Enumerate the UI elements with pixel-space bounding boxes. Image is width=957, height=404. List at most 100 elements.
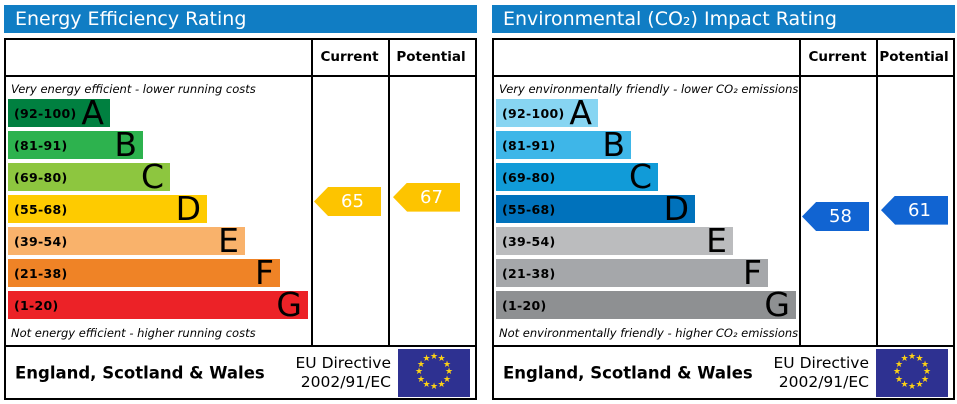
flag-star-icon: ★ xyxy=(915,379,924,390)
eu-directive-label: EU Directive 2002/91/EC xyxy=(774,354,870,392)
potential-column-header: Potential xyxy=(879,49,949,65)
flag-star-icon: ★ xyxy=(422,379,431,390)
band-range-label: (21-38) xyxy=(502,266,556,281)
footer-divider xyxy=(494,345,953,347)
flag-star-icon: ★ xyxy=(437,379,446,390)
band-a: (92-100) A xyxy=(8,96,110,129)
current-rating-arrow: 58 xyxy=(802,202,869,232)
band-range-label: (69-80) xyxy=(502,170,556,185)
band-c: (69-80) C xyxy=(496,156,658,196)
panel-title: Energy Efficiency Rating xyxy=(4,5,477,33)
potential-column-divider xyxy=(876,40,878,345)
rating-value: 65 xyxy=(341,190,364,212)
flag-star-icon: ★ xyxy=(442,374,452,385)
flag-star-icon: ★ xyxy=(900,354,909,364)
flag-star-icon: ★ xyxy=(894,374,904,385)
header-row-divider xyxy=(494,75,953,77)
environmental-impact-panel: Environmental (CO₂) Impact Rating Curren… xyxy=(492,5,955,400)
top-caption: Very energy efficient - lower running co… xyxy=(11,82,256,96)
flag-star-icon: ★ xyxy=(429,352,439,362)
flag-star-icon: ★ xyxy=(894,359,904,370)
eu-directive-line1: EU Directive xyxy=(295,353,392,372)
band-f: (21-38) F xyxy=(8,252,280,292)
rating-value: 58 xyxy=(829,206,852,228)
footer-divider xyxy=(6,345,475,347)
band-g: (1-20) G xyxy=(496,284,796,324)
current-column-header: Current xyxy=(320,49,379,65)
rating-value: 67 xyxy=(420,186,443,208)
flag-star-icon: ★ xyxy=(442,359,452,370)
panel-footer: England, Scotland & Wales EU Directive 2… xyxy=(6,347,475,398)
band-d: (55-68) D xyxy=(8,188,207,228)
eu-directive-line1: EU Directive xyxy=(773,353,870,372)
band-range-label: (69-80) xyxy=(14,170,68,185)
band-letter: D xyxy=(175,188,201,228)
potential-column-header: Potential xyxy=(396,49,466,65)
top-caption: Very environmentally friendly - lower CO… xyxy=(499,82,799,96)
potential-column-divider xyxy=(388,40,390,345)
band-letter: C xyxy=(140,156,164,196)
panel-footer: England, Scotland & Wales EU Directive 2… xyxy=(494,347,953,398)
eu-directive-line2: 2002/91/EC xyxy=(300,372,391,391)
band-d: (55-68) D xyxy=(496,188,695,228)
band-letter: B xyxy=(114,124,137,164)
flag-star-icon: ★ xyxy=(920,359,930,370)
band-range-label: (39-54) xyxy=(502,234,556,249)
band-range-label: (81-91) xyxy=(502,138,556,153)
band-c: (69-80) C xyxy=(8,156,170,196)
flag-star-icon: ★ xyxy=(922,367,932,377)
eu-flag-icon: ★ ★ ★ ★ ★ ★ ★ ★ ★ ★ ★ ★ xyxy=(876,348,948,397)
band-letter: A xyxy=(569,92,592,132)
flag-star-icon: ★ xyxy=(444,367,454,377)
flag-star-icon: ★ xyxy=(414,367,424,377)
region-label: England, Scotland & Wales xyxy=(503,363,753,382)
current-rating-arrow: 65 xyxy=(314,186,381,216)
band-letter: E xyxy=(706,220,727,260)
band-letter: F xyxy=(255,252,274,292)
band-g: (1-20) G xyxy=(8,284,308,324)
band-range-label: (55-68) xyxy=(502,202,556,217)
band-letter: G xyxy=(764,284,790,324)
band-e: (39-54) E xyxy=(8,220,245,260)
band-range-label: (81-91) xyxy=(14,138,68,153)
band-letter: E xyxy=(218,220,239,260)
band-f: (21-38) F xyxy=(496,256,768,289)
rating-value: 61 xyxy=(908,199,931,221)
band-range-label: (39-54) xyxy=(14,234,68,249)
rating-table-border xyxy=(492,38,955,400)
flag-star-icon: ★ xyxy=(915,354,924,364)
band-range-label: (1-20) xyxy=(502,298,547,313)
current-column-divider xyxy=(311,40,313,345)
flag-star-icon: ★ xyxy=(422,354,431,364)
current-column-header: Current xyxy=(808,49,867,65)
current-column-divider xyxy=(799,40,801,345)
flag-star-icon: ★ xyxy=(900,379,909,390)
rating-bands: (92-100) A (81-91) B (69-80) C (55-68) D (39-54)… xyxy=(8,96,310,324)
band-e: (39-54) E xyxy=(496,220,733,260)
potential-rating-arrow: 61 xyxy=(881,195,948,225)
band-a: (92-100) A xyxy=(496,92,598,132)
potential-rating-arrow: 67 xyxy=(393,182,460,212)
band-range-label: (92-100) xyxy=(14,106,77,121)
bottom-caption: Not environmentally friendly - higher CO… xyxy=(499,326,799,340)
eu-directive-line2: 2002/91/EC xyxy=(778,372,869,391)
header-row-divider xyxy=(6,75,475,77)
band-range-label: (92-100) xyxy=(502,106,565,121)
flag-star-icon: ★ xyxy=(907,352,917,362)
flag-star-icon: ★ xyxy=(416,359,426,370)
band-letter: C xyxy=(628,156,652,196)
band-range-label: (55-68) xyxy=(14,202,68,217)
flag-star-icon: ★ xyxy=(429,382,439,392)
rating-table-border xyxy=(4,38,477,400)
band-letter: G xyxy=(276,284,302,324)
band-b: (81-91) B xyxy=(496,128,631,161)
region-label: England, Scotland & Wales xyxy=(15,363,265,382)
bottom-caption: Not energy efficient - higher running co… xyxy=(11,326,256,340)
energy-efficiency-panel: Energy Efficiency Rating Current Potenti… xyxy=(4,5,477,400)
band-range-label: (1-20) xyxy=(14,298,59,313)
band-letter: D xyxy=(663,188,689,228)
eu-flag-icon: ★ ★ ★ ★ ★ ★ ★ ★ ★ ★ ★ ★ xyxy=(398,348,470,397)
flag-star-icon: ★ xyxy=(920,374,930,385)
flag-star-icon: ★ xyxy=(416,374,426,385)
